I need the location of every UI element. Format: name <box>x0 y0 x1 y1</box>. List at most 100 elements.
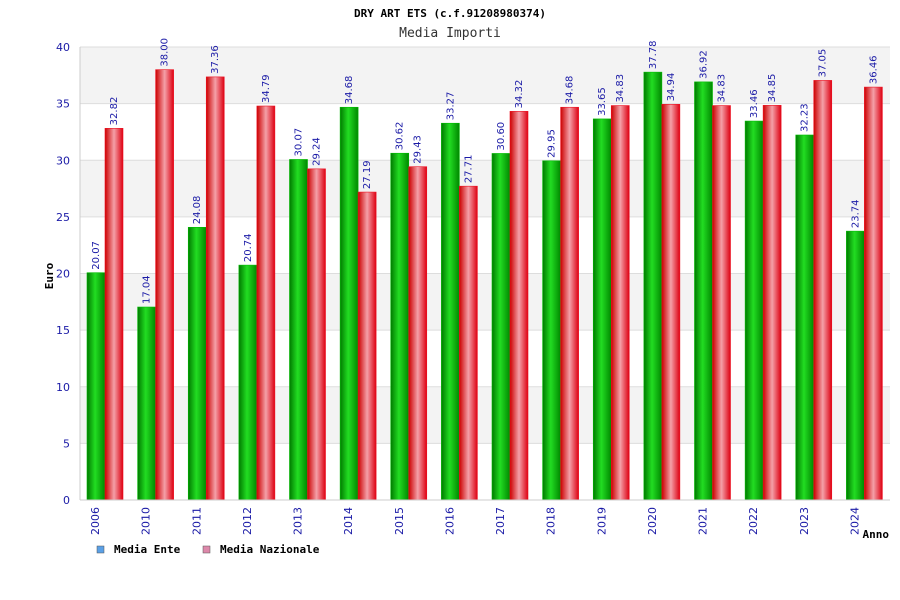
bar-media-nazionale <box>509 111 529 501</box>
x-axis-label: Anno <box>863 528 890 541</box>
bar-value-label: 30.07 <box>294 128 305 157</box>
bar-value-label: 34.85 <box>767 74 778 103</box>
bar-value-label: 27.71 <box>463 155 474 184</box>
bar-media-ente <box>238 264 258 501</box>
bar-media-ente <box>542 160 561 501</box>
y-tick-label: 0 <box>63 494 70 507</box>
y-tick-label: 15 <box>56 324 70 337</box>
legend-swatch-media-nazionale <box>202 545 211 554</box>
x-tick-label: 2014 <box>342 507 355 535</box>
chart-subtitle: Media Importi <box>399 26 501 41</box>
bar-media-nazionale <box>357 191 377 501</box>
x-tick-label: 2019 <box>595 507 608 535</box>
x-tick-label: 2022 <box>747 507 760 535</box>
bar-value-label: 17.04 <box>142 275 153 304</box>
bar-media-nazionale <box>104 128 124 501</box>
bar-value-label: 24.08 <box>192 196 203 225</box>
bar-media-nazionale <box>610 105 630 501</box>
bar-media-nazionale <box>256 105 276 501</box>
bar-media-ente <box>592 118 612 501</box>
bar-value-label: 34.79 <box>261 74 272 103</box>
y-axis-label: Euro <box>43 262 56 289</box>
y-tick-label: 30 <box>56 154 70 167</box>
bar-value-label: 33.27 <box>445 92 456 121</box>
bar-value-label: 30.62 <box>395 122 406 151</box>
bar-media-nazionale <box>408 166 428 501</box>
y-tick-label: 25 <box>56 211 70 224</box>
legend-label-media-ente: Media Ente <box>114 543 181 556</box>
x-tick-label: 2011 <box>190 507 203 535</box>
bar-value-label: 32.23 <box>800 103 811 132</box>
y-tick-label: 20 <box>56 268 70 281</box>
x-tick-label: 2012 <box>241 507 254 535</box>
bar-value-label: 33.46 <box>749 89 760 118</box>
bar-media-nazionale <box>205 76 225 501</box>
bars <box>86 69 883 501</box>
bar-media-ente <box>491 153 511 501</box>
bar-media-ente <box>795 134 815 501</box>
bar-value-label: 37.36 <box>210 45 221 74</box>
x-tick-label: 2010 <box>140 507 153 535</box>
bar-value-label: 34.83 <box>717 74 728 103</box>
bar-media-nazionale <box>155 69 174 501</box>
bar-media-ente <box>289 159 308 501</box>
legend-swatch-media-ente <box>96 545 105 554</box>
bar-media-ente <box>390 152 410 501</box>
bar-media-nazionale <box>459 185 478 501</box>
x-tick-label: 2017 <box>494 507 507 535</box>
x-tick-label: 2006 <box>89 507 102 535</box>
bar-value-label: 20.07 <box>91 241 102 270</box>
bar-media-ente <box>846 230 865 501</box>
y-axis-ticks: 0 5 10 15 20 25 30 35 40 <box>56 41 70 507</box>
bar-media-nazionale <box>864 86 883 501</box>
x-tick-label: 2020 <box>646 507 659 535</box>
bar-media-nazionale <box>712 105 731 501</box>
bar-media-ente <box>137 306 156 501</box>
bar-value-label: 37.05 <box>818 49 829 78</box>
legend-label-media-nazionale: Media Nazionale <box>220 543 320 556</box>
y-tick-label: 10 <box>56 381 70 394</box>
y-tick-label: 35 <box>56 98 70 111</box>
bar-media-ente <box>86 272 106 501</box>
chart-title: DRY ART ETS (c.f.91208980374) <box>354 7 546 20</box>
x-axis-ticks: 2006 2010 2011 2012 2013 2014 2015 2016 2017 2018… <box>89 507 861 535</box>
x-tick-label: 2021 <box>697 507 710 535</box>
x-tick-label: 2015 <box>393 507 406 535</box>
bar-media-nazionale <box>762 105 782 501</box>
bar-media-ente <box>744 120 764 501</box>
x-tick-label: 2023 <box>798 507 811 535</box>
bar-media-nazionale <box>661 104 681 501</box>
bar-value-label: 29.24 <box>312 137 323 166</box>
bar-media-ente <box>643 71 663 501</box>
bar-media-ente <box>441 122 460 501</box>
bar-value-label: 37.78 <box>648 41 659 70</box>
bar-value-label: 34.68 <box>344 76 355 105</box>
bar-media-ente <box>187 226 207 501</box>
bar-value-label: 20.74 <box>243 233 254 262</box>
legend: Media Ente Media Nazionale <box>96 543 320 556</box>
bar-value-label: 34.32 <box>514 80 525 109</box>
x-tick-label: 2016 <box>443 507 456 535</box>
bar-value-label: 27.19 <box>362 160 373 189</box>
bar-value-label: 29.43 <box>413 135 424 164</box>
bar-value-label: 34.68 <box>565 76 576 105</box>
x-tick-label: 2013 <box>292 507 305 535</box>
y-tick-label: 40 <box>56 41 70 54</box>
x-tick-label: 2024 <box>848 507 861 535</box>
bar-media-nazionale <box>307 168 326 501</box>
bar-media-nazionale <box>560 106 579 501</box>
bar-value-label: 29.95 <box>547 129 558 158</box>
bar-value-label: 36.92 <box>699 50 710 79</box>
bar-value-label: 33.65 <box>597 87 608 116</box>
bar-value-label: 30.60 <box>496 122 507 151</box>
bar-media-ente <box>694 81 713 501</box>
bar-value-label: 34.83 <box>615 74 626 103</box>
bar-value-label: 23.74 <box>850 200 861 229</box>
x-tick-label: 2018 <box>545 507 558 535</box>
y-tick-label: 5 <box>63 437 70 450</box>
bar-value-label: 34.94 <box>666 73 677 102</box>
value-labels: 20.07 32.82 17.04 38.00 24.08 37.36 20.74 34.79… <box>91 38 879 304</box>
bar-value-label: 36.46 <box>868 55 879 84</box>
bar-media-nazionale <box>813 80 833 501</box>
